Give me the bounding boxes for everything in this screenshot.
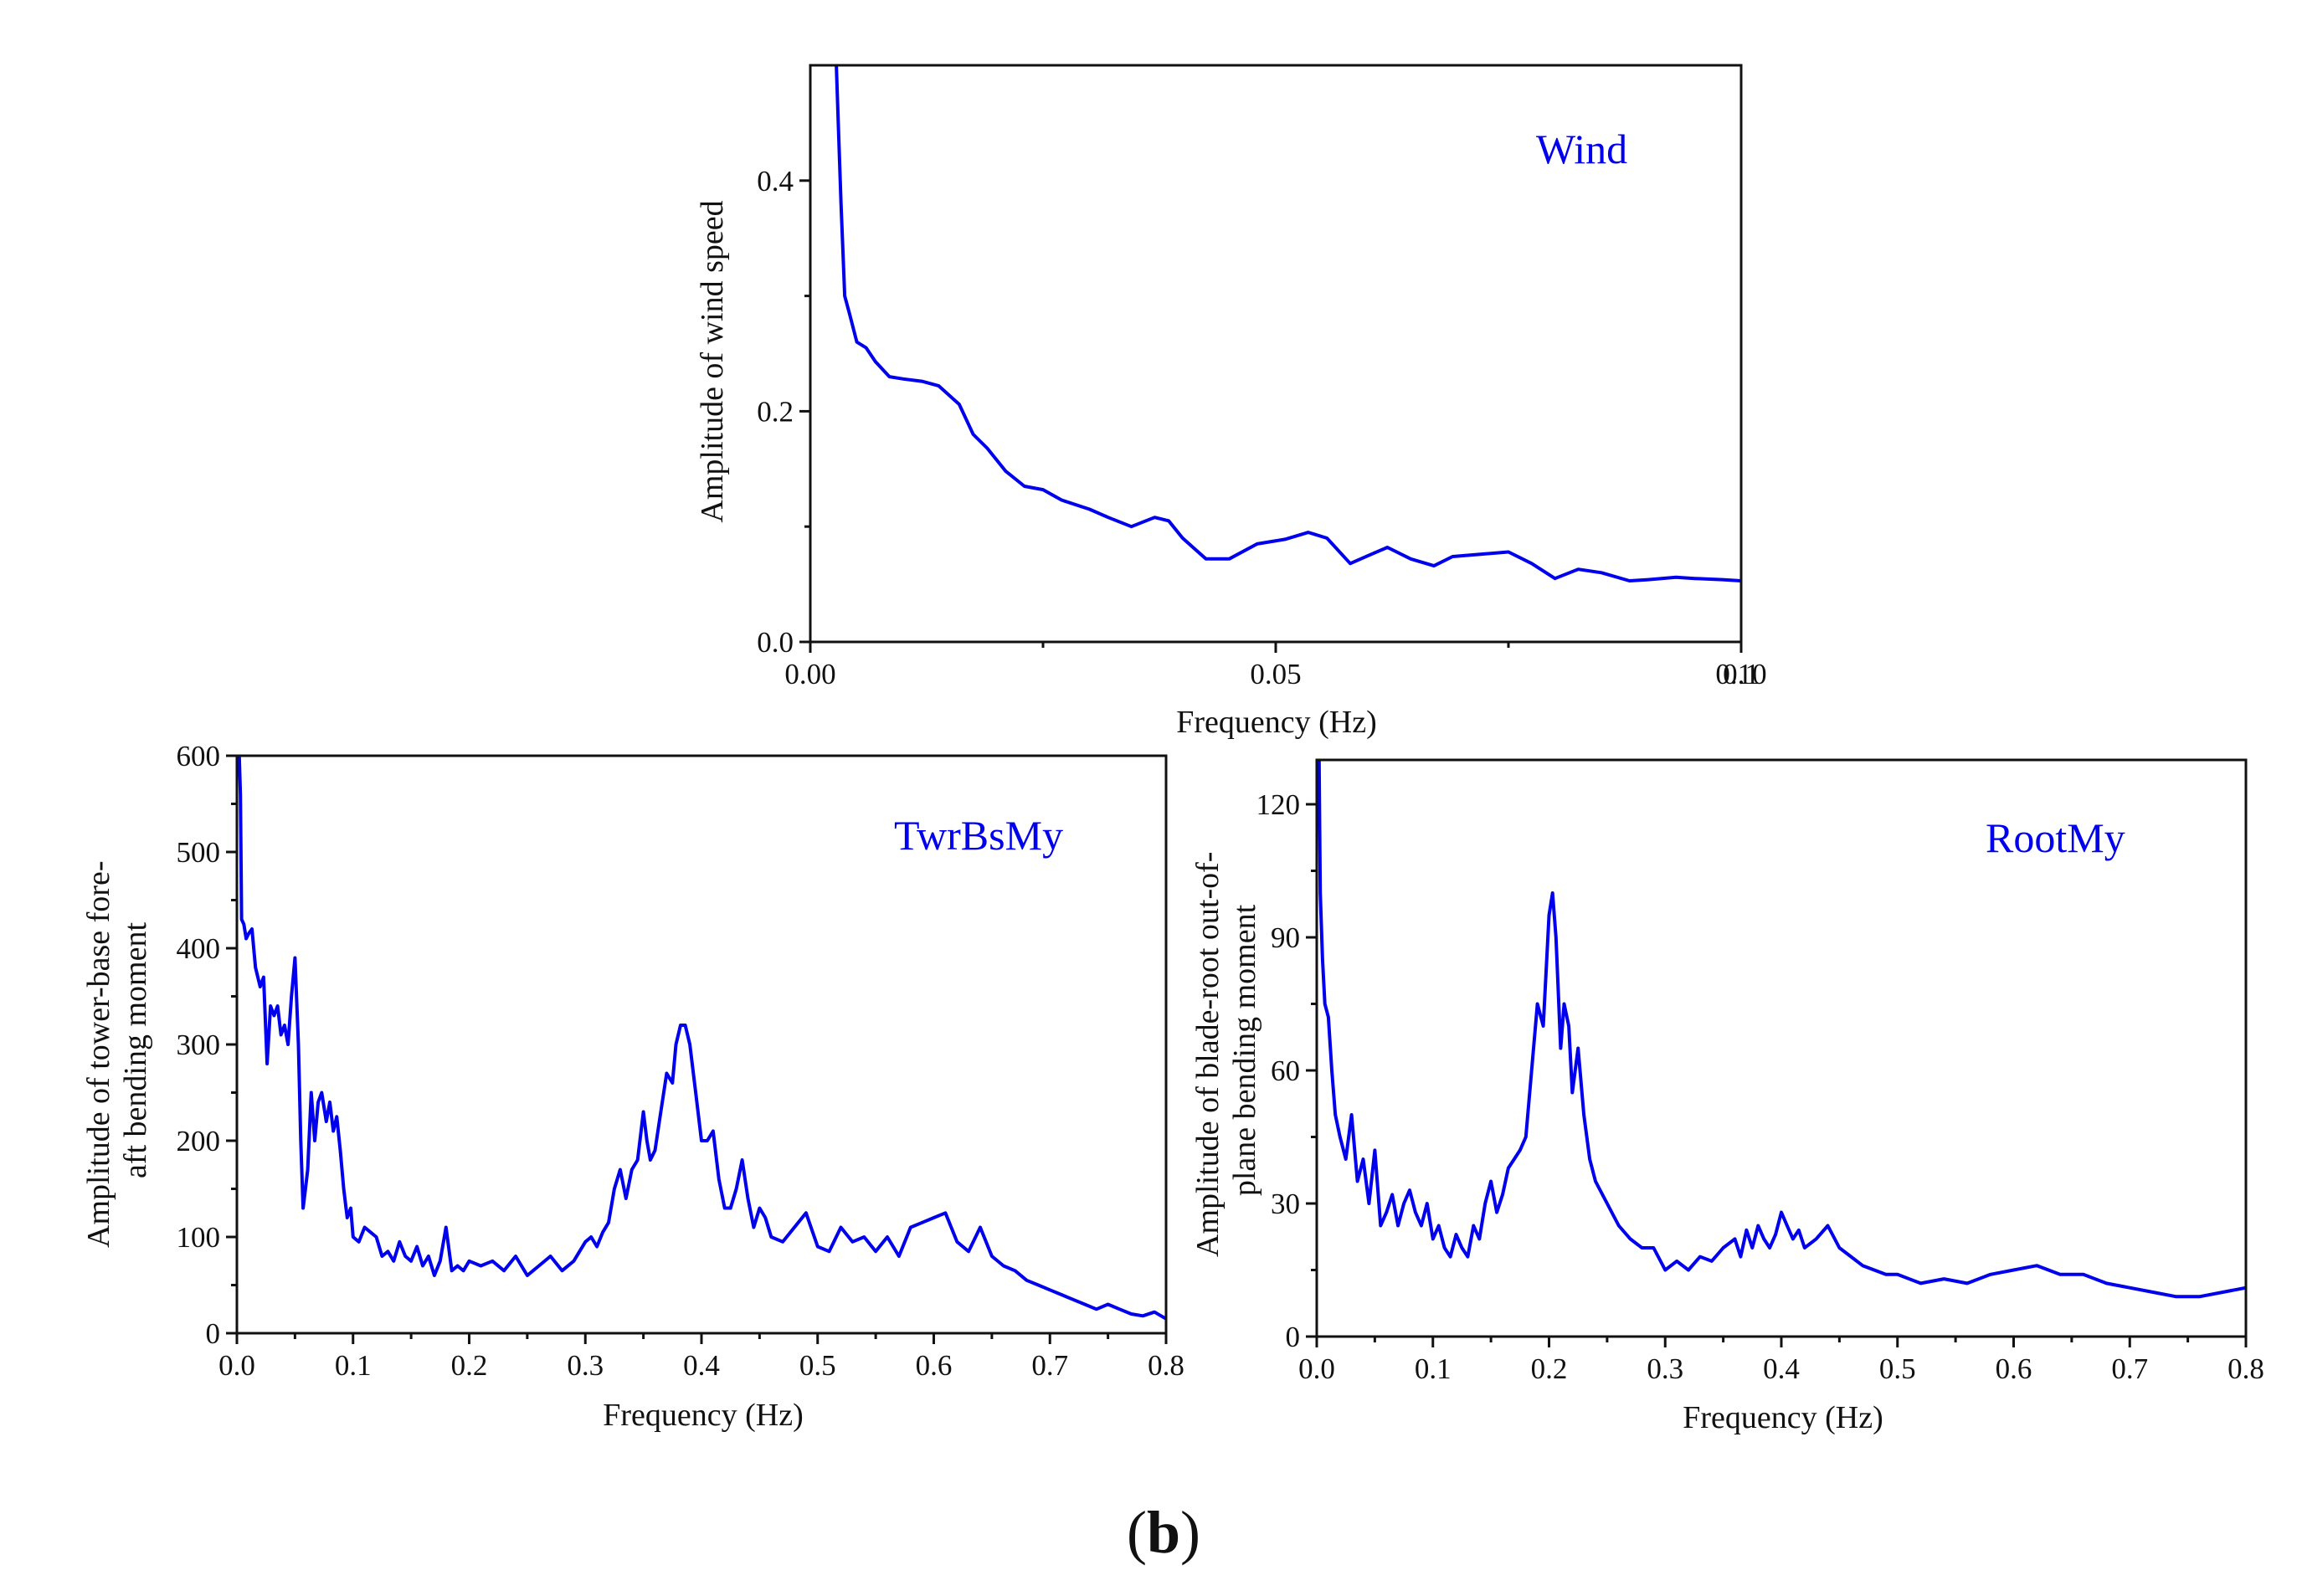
twrbsmy-ticks: 0.0 0.1 0.2 0.3 0.4 0.5 0.6 0.7 0.8 0 100 200 300 400… xyxy=(177,740,1184,1382)
wind-x-tick-label: 0.1 xyxy=(1723,658,1760,690)
rootmy-series-label: RootMy xyxy=(1986,814,2125,861)
wind-y-tick-label: 0.2 xyxy=(757,395,794,428)
wind-ticks: 0.00 0.05 0.100.1 0.0 0.2 0.4 xyxy=(757,165,1766,690)
twrbsmy-x-tick-label: 0.8 xyxy=(1148,1349,1184,1382)
rootmy-y-tick-label: 30 xyxy=(1271,1188,1300,1220)
twrbsmy-y-axis-label-line-2: aft bending moment xyxy=(118,922,153,1178)
rootmy-ticks: 0.0 0.1 0.2 0.3 0.4 0.5 0.6 0.7 0.8 0 30 60 90 120 xyxy=(1256,788,2264,1385)
twrbsmy-x-tick-label: 0.0 xyxy=(218,1349,255,1382)
twrbsmy-y-tick-label: 600 xyxy=(177,740,221,772)
twrbsmy-y-tick-label: 300 xyxy=(177,1029,221,1061)
rootmy-y-tick-label: 120 xyxy=(1256,788,1301,821)
wind-curve xyxy=(835,65,1741,583)
twrbsmy-y-tick-label: 0 xyxy=(206,1317,221,1350)
rootmy-x-tick-label: 0.2 xyxy=(1531,1352,1568,1385)
rootmy-x-tick-label: 0.8 xyxy=(2227,1352,2264,1385)
twrbsmy-y-axis-label: Amplitude of tower-base fore- aft bendin… xyxy=(81,853,153,1248)
twrbsmy-x-tick-label: 0.4 xyxy=(683,1349,720,1382)
rootmy-x-tick-label: 0.1 xyxy=(1415,1352,1452,1385)
wind-chart: 0.00 0.05 0.100.1 0.0 0.2 0.4 Wind Frequency … xyxy=(695,64,1767,740)
rootmy-x-tick-label: 0.5 xyxy=(1879,1352,1916,1385)
rootmy-y-axis-label: Amplitude of blade-root out-of- plane be… xyxy=(1190,844,1262,1257)
twrbsmy-y-tick-label: 500 xyxy=(177,836,221,869)
wind-y-tick-label: 0.0 xyxy=(757,626,794,659)
wind-y-axis-label-line-1: Amplitude of wind speed xyxy=(695,200,730,522)
twrbsmy-x-tick-label: 0.2 xyxy=(451,1349,488,1382)
twrbsmy-x-axis-label: Frequency (Hz) xyxy=(603,1398,804,1433)
figure-caption: (b) xyxy=(1127,1499,1200,1566)
rootmy-x-tick-label: 0.4 xyxy=(1763,1352,1800,1385)
twrbsmy-y-tick-label: 100 xyxy=(177,1221,221,1254)
wind-y-axis-label: Amplitude of wind speed xyxy=(695,200,730,522)
twrbsmy-y-tick-label: 200 xyxy=(177,1125,221,1157)
rootmy-y-axis-label-line-1: Amplitude of blade-root out-of- xyxy=(1190,852,1226,1257)
wind-x-tick-label: 0.10 xyxy=(1715,658,1766,690)
wind-x-tick-label: 0.00 xyxy=(784,658,835,690)
rootmy-y-tick-label: 90 xyxy=(1271,921,1300,954)
rootmy-y-axis-label-line-2: plane bending moment xyxy=(1227,904,1262,1196)
rootmy-x-tick-label: 0.3 xyxy=(1647,1352,1683,1385)
twrbsmy-x-tick-label: 0.7 xyxy=(1031,1349,1068,1382)
twrbsmy-x-tick-label: 0.1 xyxy=(335,1349,372,1382)
twrbsmy-y-tick-label: 400 xyxy=(177,932,221,965)
rootmy-x-tick-label: 0.6 xyxy=(1996,1352,2032,1385)
wind-x-axis-label: Frequency (Hz) xyxy=(1176,705,1377,740)
wind-x-tick-label: 0.05 xyxy=(1250,658,1301,690)
caption-open-paren: ( xyxy=(1127,1499,1147,1566)
wind-series-label: Wind xyxy=(1536,126,1627,172)
twrbsmy-x-tick-label: 0.5 xyxy=(799,1349,836,1382)
rootmy-curve xyxy=(1317,760,2246,1299)
rootmy-chart: 0.0 0.1 0.2 0.3 0.4 0.5 0.6 0.7 0.8 0 30 60 90 120 Ro… xyxy=(1190,758,2264,1435)
caption-letter: b xyxy=(1147,1499,1180,1566)
caption-close-paren: ) xyxy=(1180,1499,1200,1566)
twrbsmy-curve xyxy=(237,756,1166,1321)
twrbsmy-x-tick-label: 0.3 xyxy=(567,1349,604,1382)
rootmy-x-tick-label: 0.7 xyxy=(2111,1352,2148,1385)
rootmy-y-tick-label: 0 xyxy=(1286,1321,1301,1353)
twrbsmy-series-label: TwrBsMy xyxy=(894,812,1063,859)
twrbsmy-y-axis-label-line-1: Amplitude of tower-base fore- xyxy=(81,861,116,1248)
twrbsmy-x-tick-label: 0.6 xyxy=(916,1349,953,1382)
rootmy-x-axis-label: Frequency (Hz) xyxy=(1683,1400,1883,1435)
twrbsmy-chart: 0.0 0.1 0.2 0.3 0.4 0.5 0.6 0.7 0.8 0 100 200 300 400… xyxy=(81,740,1184,1433)
rootmy-x-tick-label: 0.0 xyxy=(1298,1352,1335,1385)
wind-y-tick-label: 0.4 xyxy=(757,165,794,198)
rootmy-y-tick-label: 60 xyxy=(1271,1055,1300,1087)
